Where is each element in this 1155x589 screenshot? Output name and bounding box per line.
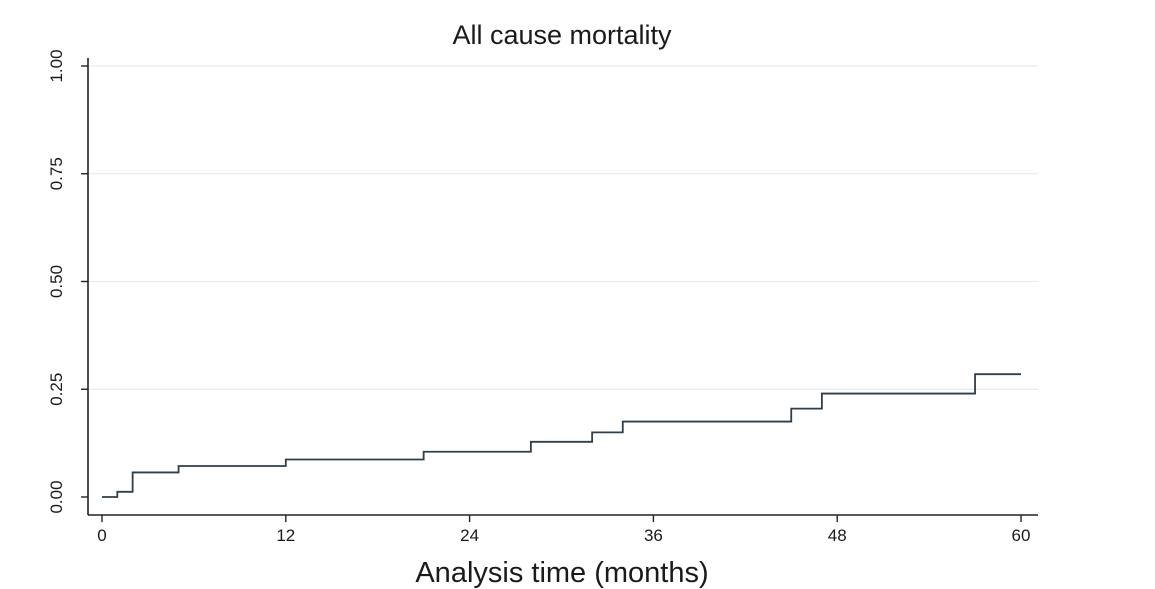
y-tick-label-0: 0.00 — [47, 480, 66, 513]
x-tick-label-3: 36 — [644, 526, 663, 545]
y-tick-label-4: 1.00 — [47, 49, 66, 82]
axes-layer — [87, 58, 1038, 516]
chart-title: All cause mortality — [452, 20, 672, 50]
x-tick-label-2: 24 — [460, 526, 479, 545]
y-tick-label-3: 0.75 — [47, 157, 66, 190]
x-tick-label-0: 0 — [97, 526, 106, 545]
series-layer — [101, 373, 1022, 498]
grid-layer — [89, 65, 1038, 390]
series-step-line-0 — [102, 373, 1021, 498]
ticks-layer: 0.00 0.25 0.50 0.75 1.00 0 12 24 36 48 60 — [47, 49, 1030, 545]
x-tick-label-4: 48 — [828, 526, 847, 545]
y-tick-label-1: 0.25 — [47, 373, 66, 406]
x-tick-label-1: 12 — [276, 526, 295, 545]
x-axis-title: Analysis time (months) — [415, 557, 708, 589]
x-tick-label-5: 60 — [1012, 526, 1031, 545]
y-tick-label-2: 0.50 — [47, 265, 66, 298]
